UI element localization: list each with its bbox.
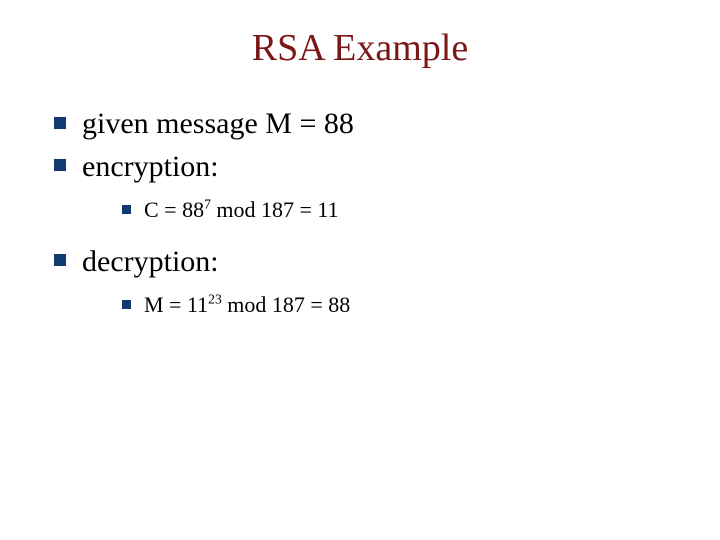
slide-title: RSA Example <box>40 26 680 70</box>
list-item: given message M = 88 <box>48 104 680 145</box>
bullet-list-level2: C = 887 mod 187 = 11 <box>82 195 680 226</box>
bullet-text: encryption: <box>82 150 219 183</box>
equation-exponent: 23 <box>208 292 222 307</box>
list-item: C = 887 mod 187 = 11 <box>120 195 680 226</box>
bullet-text: decryption: <box>82 245 219 278</box>
list-item: decryption: M = 1123 mod 187 = 88 <box>48 242 680 321</box>
slide: RSA Example given message M = 88 encrypt… <box>0 0 720 540</box>
equation-part: mod 187 = 88 <box>222 292 351 317</box>
equation-part: C = 88 <box>144 197 204 222</box>
equation-part: M = 11 <box>144 292 208 317</box>
bullet-list-level2: M = 1123 mod 187 = 88 <box>82 290 680 321</box>
bullet-list-level1: given message M = 88 encryption: C = 887… <box>40 104 680 321</box>
equation-exponent: 7 <box>204 197 211 212</box>
list-item: M = 1123 mod 187 = 88 <box>120 290 680 321</box>
equation-part: mod 187 = 11 <box>211 197 339 222</box>
list-item: encryption: C = 887 mod 187 = 11 <box>48 147 680 226</box>
bullet-text: given message M = 88 <box>82 107 354 140</box>
